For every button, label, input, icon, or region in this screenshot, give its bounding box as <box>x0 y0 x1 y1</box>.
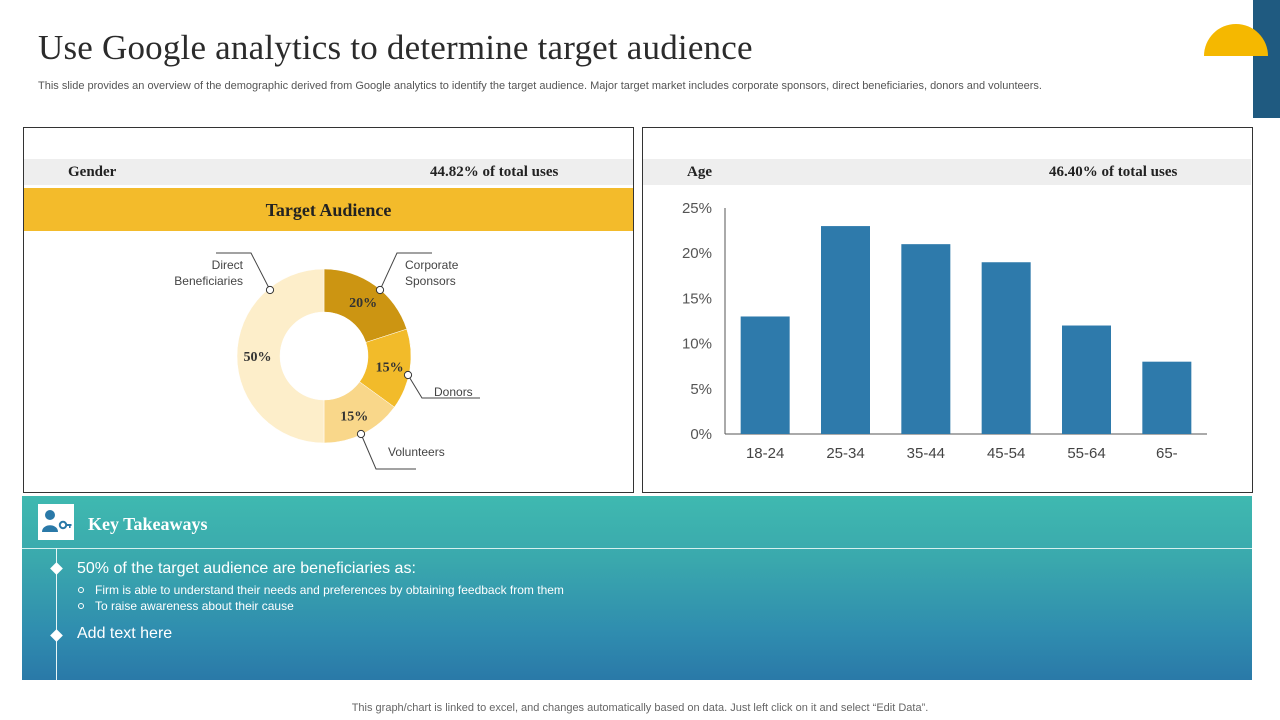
age-stat-bar: Age 46.40% of total uses <box>643 159 1251 185</box>
gender-panel: Gender 44.82% of total uses Target Audie… <box>23 127 634 493</box>
donut-leader-line <box>216 252 271 291</box>
donut-leader-dot <box>356 429 366 439</box>
key-takeaways-title: Key Takeaways <box>88 514 208 534</box>
age-bar-chart: 0% 5% 10% 15% 20% 25% 18-24 25-34 35-44 45-54 55-6… <box>682 200 1207 462</box>
takeaway-sub-2: To raise awareness about their cause <box>78 599 294 613</box>
bullet-diamond-icon <box>50 629 63 642</box>
y-tick-label: 0% <box>690 426 712 443</box>
donut-category-label: Corporate Sponsors <box>405 258 459 288</box>
x-tick-label: 25-34 <box>826 445 864 462</box>
age-panel: Age 46.40% of total uses 0% 5% 10% 15% 20% 25… <box>642 127 1253 493</box>
person-key-icon <box>38 504 74 540</box>
donut-leader-line <box>407 374 480 399</box>
x-tick-label: 18-24 <box>746 445 784 462</box>
footer-note: This graph/chart is linked to excel, and… <box>351 702 929 714</box>
y-tick-label: 25% <box>682 200 712 217</box>
takeaway-sub-1-text: Firm is able to understand their needs a… <box>95 583 564 597</box>
page-subtitle: This slide provides an overview of the d… <box>38 80 1042 92</box>
key-takeaways-section: Key Takeaways 50% of the target audience… <box>22 496 1252 680</box>
key-timeline-line <box>56 548 57 680</box>
donut-leader-dot <box>265 285 275 295</box>
donut-value-label: 20% <box>349 296 377 311</box>
age-bar <box>901 244 951 434</box>
takeaway-point-1: 50% of the target audience are beneficia… <box>77 560 416 577</box>
y-tick-label: 10% <box>682 336 712 353</box>
page-title: Use Google analytics to determine target… <box>38 28 753 67</box>
age-bar <box>981 262 1031 434</box>
sub-bullet-icon <box>78 603 84 609</box>
key-divider <box>22 548 1252 549</box>
donut-slice <box>236 268 325 444</box>
decorative-navy-bar <box>1253 0 1280 118</box>
donut-value-label: 15% <box>340 409 368 424</box>
x-tick-label: 65- <box>1156 445 1178 462</box>
donut-leader-line <box>379 252 432 291</box>
donut-value-label: 15% <box>376 360 404 375</box>
donut-leader-dot <box>403 370 413 380</box>
donut-value-label: 50% <box>244 350 272 365</box>
age-bar <box>1142 361 1192 434</box>
x-tick-label: 35-44 <box>907 445 945 462</box>
target-audience-band: Target Audience <box>24 188 633 231</box>
target-audience-title: Target Audience <box>265 200 392 220</box>
takeaway-sub-2-text: To raise awareness about their cause <box>95 599 294 613</box>
bullet-diamond-icon <box>50 562 63 575</box>
age-bar <box>821 226 870 434</box>
age-label: Age <box>687 164 712 180</box>
x-tick-label: 55-64 <box>1067 445 1105 462</box>
gender-label: Gender <box>68 164 117 180</box>
y-tick-label: 5% <box>690 381 712 398</box>
age-bar <box>740 316 790 434</box>
y-tick-label: 15% <box>682 290 712 307</box>
donut-leader-line <box>360 433 416 470</box>
target-audience-donut-chart: 20% 15% 15% 50% Corporate Sponsors Donors Volun… <box>174 252 480 470</box>
takeaway-sub-1: Firm is able to understand their needs a… <box>78 583 564 597</box>
gender-stat: 44.82% of total uses <box>430 164 559 180</box>
y-tick-label: 20% <box>682 245 712 262</box>
donut-category-label: Donors <box>434 385 473 399</box>
takeaway-point-2: Add text here <box>77 625 173 642</box>
x-tick-label: 45-54 <box>987 445 1025 462</box>
donut-leader-dot <box>375 285 385 295</box>
sub-bullet-icon <box>78 587 84 593</box>
age-stat: 46.40% of total uses <box>1049 164 1178 180</box>
gender-stat-bar: Gender 44.82% of total uses <box>24 159 633 185</box>
age-bar <box>1062 325 1111 434</box>
donut-category-label: Volunteers <box>388 445 445 459</box>
donut-category-label: Direct Beneficiaries <box>174 258 243 288</box>
